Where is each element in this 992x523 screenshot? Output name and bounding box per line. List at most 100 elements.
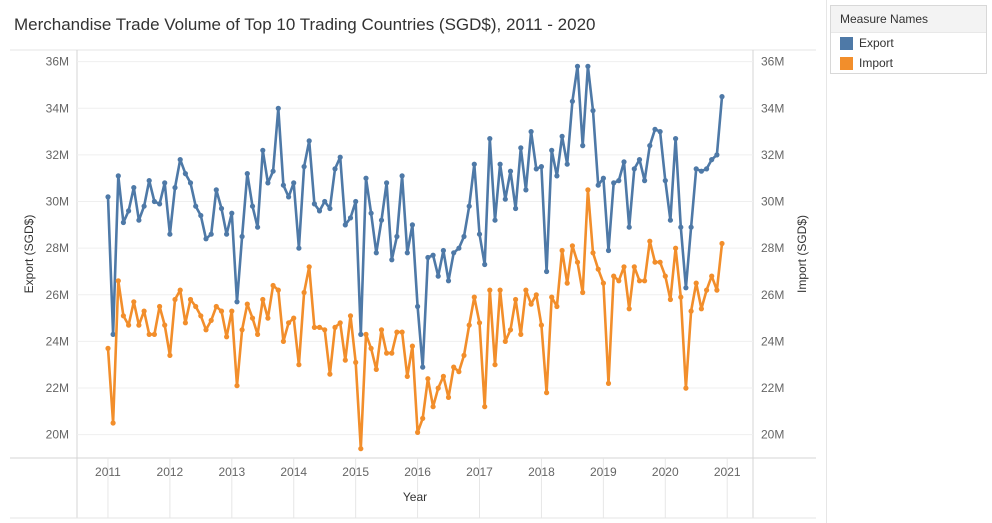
data-point-export [415,303,421,310]
y-tick-label-right: 22M [761,381,784,395]
data-point-import [311,324,317,330]
data-point-import [208,317,214,323]
data-point-import [234,383,240,389]
data-point-import [213,303,219,310]
x-tick-label: 2018 [528,465,555,479]
data-point-export [110,331,116,337]
data-point-export [394,233,400,240]
data-point-import [642,278,648,284]
data-point-import [487,287,493,293]
data-point-export [177,157,183,163]
y-axis-title-right: Import (SGD$) [795,215,809,293]
data-point-import [605,380,612,386]
data-point-export [399,173,405,179]
data-point-import [332,324,338,330]
data-point-export [146,178,152,184]
data-point-export [476,231,483,237]
data-point-export [590,108,596,114]
data-point-export [208,231,214,237]
data-point-export [260,147,266,153]
y-tick-label-right: 20M [761,428,784,442]
data-point-import [337,320,343,326]
data-point-export [451,250,457,256]
data-point-export [213,187,219,193]
data-point-export [244,171,250,177]
y-tick-label-right: 24M [761,334,784,348]
data-point-export [141,203,147,209]
x-tick-label: 2014 [280,465,307,479]
data-point-export [182,171,188,177]
data-point-import [131,299,137,305]
data-point-import [456,369,462,375]
y-tick-label-right: 32M [761,148,784,162]
legend-item-export[interactable]: Export [831,33,986,53]
data-point-import [678,294,684,300]
data-point-import [177,287,183,293]
data-point-import [616,278,622,284]
data-point-import [507,327,514,333]
data-point-export [224,231,230,237]
y-tick-label-right: 36M [761,55,784,69]
data-point-import [291,315,297,321]
data-point-import [569,243,576,249]
data-point-import [141,308,147,314]
data-point-import [719,240,725,247]
data-point-import [286,320,292,326]
data-point-export [683,285,689,291]
legend: Measure Names Export Import [830,5,987,74]
data-point-import [322,327,328,333]
data-point-export [327,205,333,212]
data-point-import [415,429,421,435]
data-point-export [306,138,312,144]
data-point-export [698,168,705,174]
data-point-export [286,194,292,200]
data-point-export [662,178,668,184]
data-point-import [595,266,601,272]
data-point-export [270,168,276,174]
data-point-import [528,301,534,307]
data-point-import [126,322,132,328]
data-point-import [451,364,457,370]
data-point-import [151,331,157,337]
data-point-export [600,175,607,181]
x-tick-label: 2011 [95,465,121,479]
data-point-export [714,152,720,158]
data-point-import [115,278,121,284]
legend-swatch-import [840,56,853,70]
data-point-export [311,201,317,207]
data-point-import [636,278,643,284]
data-point-import [585,187,591,193]
data-point-import [260,296,266,303]
legend-item-import[interactable]: Import [831,53,986,73]
data-point-import [482,404,488,410]
data-point-import [709,273,715,279]
data-point-import [435,385,441,391]
y-tick-label-right: 34M [761,101,784,115]
data-point-import [203,327,209,333]
data-point-export [647,143,653,149]
data-point-export [167,231,173,237]
y-tick-label-left: 32M [46,148,69,162]
data-point-import [347,313,354,319]
data-point-import [662,273,668,279]
data-point-import [224,334,230,340]
data-point-export [430,252,436,258]
data-point-import [611,273,617,279]
data-point-import [492,362,498,368]
data-point-import [544,390,550,396]
data-point-export [280,182,286,188]
line-chart: 20M 20M 22M 22M 24M 24M 26M 26M 28M 28M 30M 30M 32M 3… [10,49,816,519]
data-point-export [358,331,364,337]
data-point-import [513,296,519,303]
data-point-export [420,364,426,370]
data-point-import [368,345,374,351]
y-tick-label-left: 20M [46,428,69,442]
x-tick-label: 2017 [466,465,493,479]
data-point-export [353,198,359,205]
data-point-export [513,205,519,212]
data-point-export [461,233,467,240]
data-point-import [533,292,539,298]
data-point-export [332,166,338,172]
data-point-import [389,350,395,356]
data-point-import [316,324,323,330]
